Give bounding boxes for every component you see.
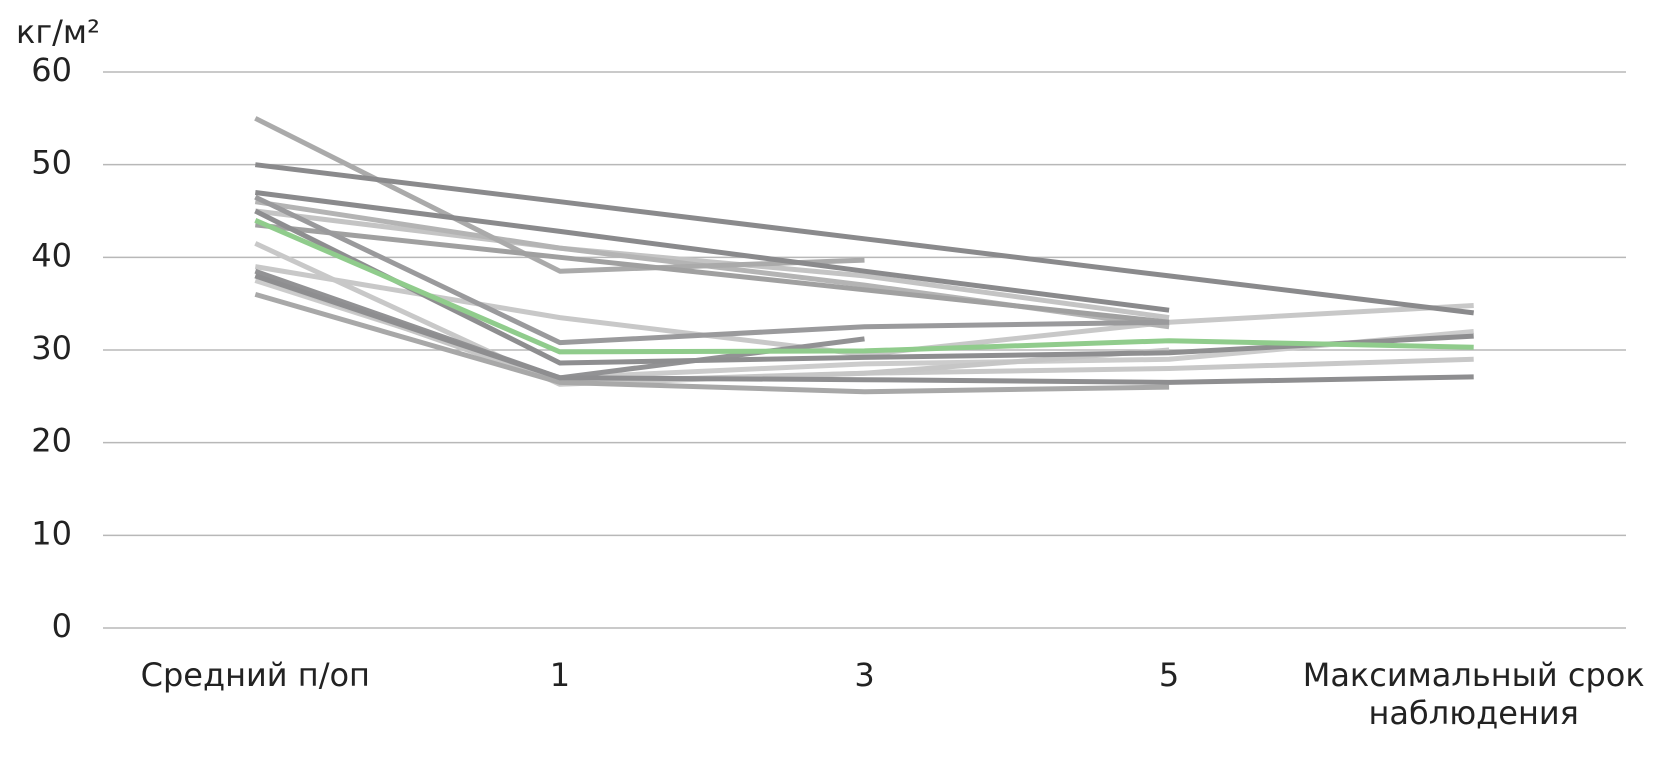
y-tick-label: 10 (31, 514, 72, 552)
series-line (254, 162, 1475, 316)
series-line (254, 273, 1474, 385)
series-line (254, 194, 1170, 346)
y-tick-label: 30 (31, 329, 72, 367)
y-tick-label: 40 (31, 236, 72, 274)
series-line (254, 218, 1474, 355)
x-tick-label: 1 (549, 656, 571, 694)
series-line (254, 190, 1170, 313)
series-line (254, 208, 1474, 366)
y-axis-label: кг/м² (16, 13, 100, 51)
series-line (254, 291, 1170, 395)
y-tick-label: 20 (31, 422, 72, 460)
series-line (254, 116, 865, 274)
y-tick-label: 60 (31, 51, 72, 89)
series-line (255, 222, 1170, 325)
x-tick-label: Средний п/оп (140, 656, 370, 694)
y-tick-label: 50 (31, 144, 72, 182)
x-tick-label: Максимальный срок наблюдения (1302, 656, 1645, 732)
y-tick-label: 0 (52, 607, 72, 645)
x-tick-label: 5 (1158, 656, 1180, 694)
series-line (254, 208, 1170, 321)
x-tick-label: 3 (854, 656, 875, 694)
series-line (254, 264, 1474, 358)
